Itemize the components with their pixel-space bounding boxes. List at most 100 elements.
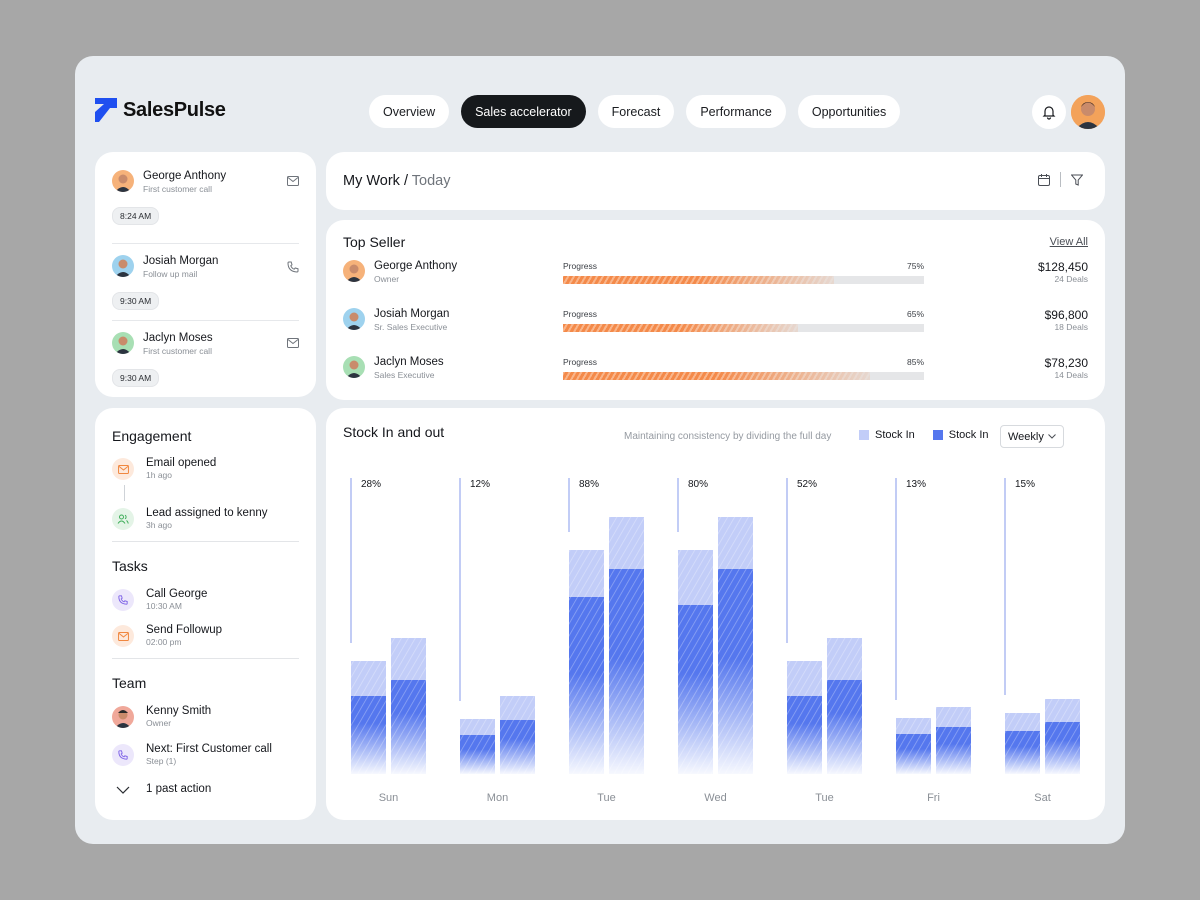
x-tick-label: Tue [597,792,616,804]
phone-icon[interactable] [287,261,299,273]
timeline-subtitle: First customer call [143,346,212,356]
percent-label: 15% [1015,479,1035,490]
avatar [343,356,365,378]
tab-sales-accelerator[interactable]: Sales accelerator [461,95,586,128]
top-seller-title: Top Seller [343,234,406,250]
percent-label: 52% [797,479,817,490]
brand-logo[interactable]: SalesPulse [95,98,226,122]
timeline-subtitle: First customer call [143,184,212,194]
calendar-icon[interactable] [1038,173,1050,186]
seller-row[interactable]: George Anthony Owner Progress 75% $128,4… [343,260,1088,300]
chart-title: Stock In and out [343,424,445,440]
users-icon [112,508,134,530]
time-badge: 8:24 AM [112,207,160,225]
mail-icon[interactable] [287,176,299,186]
seller-deals: 14 Deals [1054,370,1088,380]
legend-label: Stock In [948,429,989,441]
seller-name: George Anthony [374,260,458,272]
stock-chart: 28% Sun 12% Mon 88% Tue 80% Wed 52% Tue 13% Fri 15% S… [350,478,1080,804]
chart-legend: Stock In Stock In [859,429,989,441]
period-select[interactable]: Weekly [1000,425,1064,448]
engagement-card: Engagement Email opened 1h ago Lead assi… [95,408,316,820]
phone-icon [112,589,134,611]
progress-percent: 75% [907,261,925,271]
progress-bar [563,372,924,380]
stock-chart-card: Stock In and out Maintaining consistency… [326,408,1105,820]
work-actions [1038,172,1083,187]
bar-fade-overlay [678,550,713,774]
seller-row[interactable]: Jaclyn Moses Sales Executive Progress 85… [343,356,1088,396]
task-time: 02:00 pm [146,637,182,647]
engagement-title: Engagement [112,428,192,444]
seller-role: Sales Executive [374,370,435,380]
dashboard-frame: SalesPulse Overview Sales accelerator Fo… [75,56,1125,844]
mail-icon [112,625,134,647]
progress-label: Progress [563,357,598,367]
timeline-item[interactable]: George Anthony First customer call 8:24 … [112,166,299,243]
progress-fill [563,372,870,380]
avatar [343,308,365,330]
timeline-name: Jaclyn Moses [143,332,213,344]
team-next-step[interactable]: Next: First Customer call Step (1) [112,743,299,767]
task-name: Call George [146,588,208,600]
bar-fade-overlay [1045,699,1080,774]
tab-performance[interactable]: Performance [686,95,786,128]
tab-overview[interactable]: Overview [369,95,450,128]
next-step-sub: Step (1) [146,756,177,766]
period-select-value: Weekly [1008,430,1044,443]
past-action-toggle[interactable]: 1 past action [112,783,299,796]
seller-name: Josiah Morgan [374,308,450,320]
notification-button[interactable] [1032,95,1066,129]
bar-fade-overlay [609,517,644,774]
page-title: My Work / Today [343,173,450,189]
seller-amount: $96,800 [1044,308,1088,322]
past-action-label: 1 past action [146,783,212,795]
avatar [112,255,134,277]
chevron-down-icon [1048,434,1056,439]
time-badge: 9:30 AM [112,369,160,387]
seller-row[interactable]: Josiah Morgan Sr. Sales Executive Progre… [343,308,1088,348]
divider [1060,172,1061,187]
view-all-link[interactable]: View All [1049,236,1088,248]
team-member-name: Kenny Smith [146,705,212,717]
tab-forecast[interactable]: Forecast [597,95,675,128]
task-time: 10:30 AM [146,601,182,611]
timeline-item[interactable]: Jaclyn Moses First customer call 9:30 AM [112,320,299,397]
x-tick-label: Mon [487,792,508,804]
team-member[interactable]: Kenny Smith Owner [112,705,299,729]
legend-swatch-dark [932,430,943,440]
user-avatar[interactable] [1071,95,1105,129]
bar-fade-overlay [787,661,822,774]
percent-label: 28% [361,479,381,490]
logo-mark-icon [95,98,117,122]
top-nav: Overview Sales accelerator Forecast Perf… [369,95,901,128]
bar-fade-overlay [936,707,971,774]
x-tick-label: Fri [927,792,940,804]
avatar [112,706,134,728]
top-seller-card: Top Seller View All George Anthony Owner… [326,220,1105,400]
progress-fill [563,276,834,284]
timeline-item[interactable]: Josiah Morgan Follow up mail 9:30 AM [112,243,299,320]
activity-timeline-card: George Anthony First customer call 8:24 … [95,152,316,397]
task-item[interactable]: Call George 10:30 AM [112,588,299,612]
seller-amount: $128,450 [1037,260,1088,274]
progress-label: Progress [563,309,598,319]
engagement-item[interactable]: Lead assigned to kenny 3h ago [112,507,299,531]
filter-icon[interactable] [1071,174,1083,186]
seller-role: Sr. Sales Executive [374,322,448,332]
progress-label: Progress [563,261,598,271]
bar-fade-overlay [827,638,862,774]
mail-icon[interactable] [287,338,299,348]
task-item[interactable]: Send Followup 02:00 pm [112,624,299,648]
timeline-name: George Anthony [143,170,227,182]
x-tick-label: Tue [815,792,834,804]
legend-swatch-light [859,430,869,440]
engagement-item[interactable]: Email opened 1h ago [112,457,299,481]
engagement-time: 1h ago [146,470,172,480]
seller-role: Owner [374,274,400,284]
legend-label: Stock In [875,429,915,441]
next-step-name: Next: First Customer call [146,743,272,755]
seller-name: Jaclyn Moses [374,356,444,368]
x-tick-label: Sat [1034,792,1051,804]
tab-opportunities[interactable]: Opportunities [797,95,901,128]
